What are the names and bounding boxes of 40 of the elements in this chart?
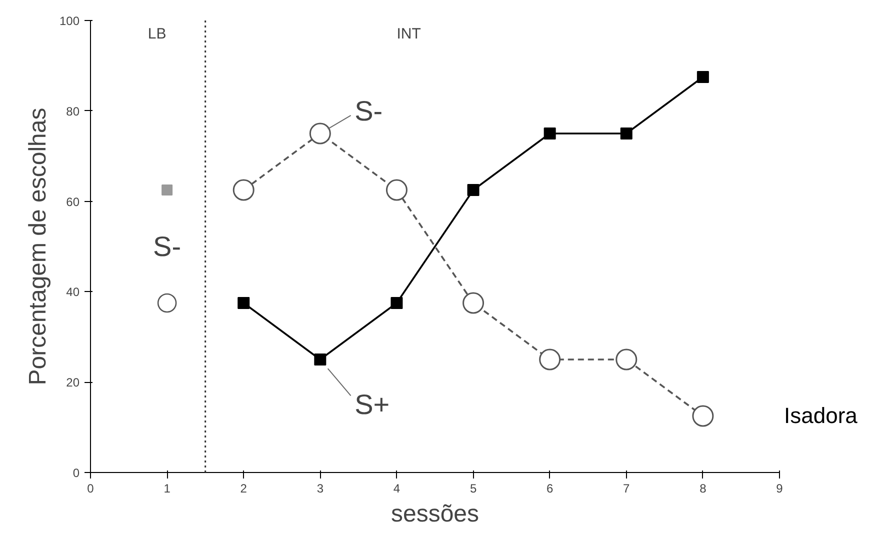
x-axis-title: sessões [390, 500, 480, 528]
x-tick-label: 6 [546, 482, 554, 496]
point [232, 179, 254, 201]
x-tick-label: 0 [87, 482, 94, 496]
series-label: S+ [354, 389, 390, 420]
series-label: S- [354, 95, 383, 126]
x-tick-label: 8 [700, 482, 707, 496]
y-axis-title: Porcentagem de escolhas [24, 108, 52, 386]
point [162, 184, 173, 196]
text: Isadora [784, 402, 858, 430]
point [309, 122, 331, 144]
point [462, 292, 484, 314]
point [620, 128, 632, 140]
annotation: INT [396, 26, 421, 43]
annotation: LB [148, 26, 166, 43]
point [544, 128, 556, 140]
point [314, 354, 326, 366]
x-tick-label: 5 [470, 482, 477, 496]
x-tick-label: 1 [164, 482, 171, 496]
annotation: S- [153, 231, 182, 262]
point [238, 297, 250, 309]
y-tick-label: 20 [66, 376, 80, 390]
point [467, 184, 480, 196]
x-tick-label: 3 [316, 482, 324, 496]
point [539, 348, 561, 370]
point [692, 405, 714, 427]
point [390, 297, 403, 309]
point [157, 293, 177, 313]
x-tick-label: 7 [623, 482, 630, 496]
x-tick-label: 9 [776, 482, 784, 496]
point [696, 71, 709, 83]
y-tick-label: 100 [59, 14, 80, 28]
x-tick-label: 2 [240, 482, 248, 496]
y-tick-label: 0 [72, 466, 80, 480]
y-tick-label: 80 [66, 104, 80, 118]
point [616, 348, 638, 370]
point [386, 179, 408, 201]
y-tick-label: 60 [66, 194, 80, 209]
y-tick-label: 40 [66, 285, 80, 300]
x-tick-label: 4 [393, 482, 400, 496]
